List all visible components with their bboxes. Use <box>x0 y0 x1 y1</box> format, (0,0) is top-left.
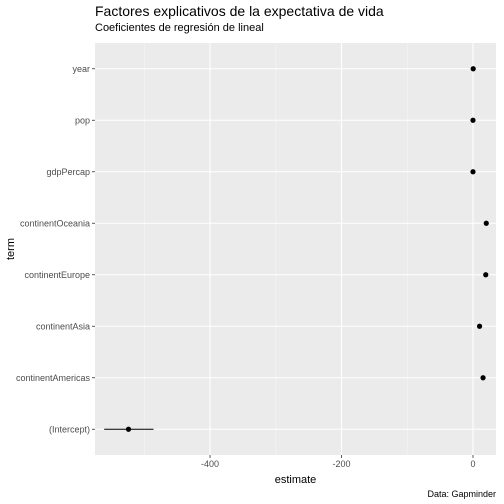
data-point <box>483 220 489 226</box>
data-marks <box>104 66 489 432</box>
y-tick-label: continentEurope <box>24 270 90 280</box>
x-tick-label: -400 <box>201 459 219 469</box>
y-tick-labels: year pop gdpPercap continentOceania continen… <box>16 64 95 434</box>
x-tick-label: -200 <box>333 459 351 469</box>
y-tick-label: pop <box>75 115 90 125</box>
y-tick-label: (Intercept) <box>49 424 90 434</box>
data-point <box>476 323 483 329</box>
data-point <box>470 169 476 175</box>
grid-lines <box>95 43 496 455</box>
data-point <box>470 66 476 72</box>
y-tick-label: continentOceania <box>20 218 90 228</box>
y-tick-label: continentAmericas <box>16 373 91 383</box>
y-tick-label: year <box>72 64 90 74</box>
plot-panel <box>95 43 496 455</box>
data-point <box>480 375 486 381</box>
y-tick-label: gdpPercap <box>46 167 90 177</box>
x-axis-title: estimate <box>275 474 317 486</box>
x-tick-labels: -400 -200 0 <box>201 455 475 469</box>
data-point <box>125 426 132 432</box>
chart-caption: Data: Gapminder <box>427 489 496 499</box>
x-tick-label: 0 <box>470 459 475 469</box>
y-tick-label: continentAsia <box>36 321 90 331</box>
data-point <box>470 117 476 123</box>
chart-title: Factores explicativos de la expectativa … <box>95 3 384 19</box>
y-axis-title: term <box>5 238 17 260</box>
chart-subtitle: Coeficientes de regresión de lineal <box>95 22 264 34</box>
data-point <box>483 272 489 278</box>
